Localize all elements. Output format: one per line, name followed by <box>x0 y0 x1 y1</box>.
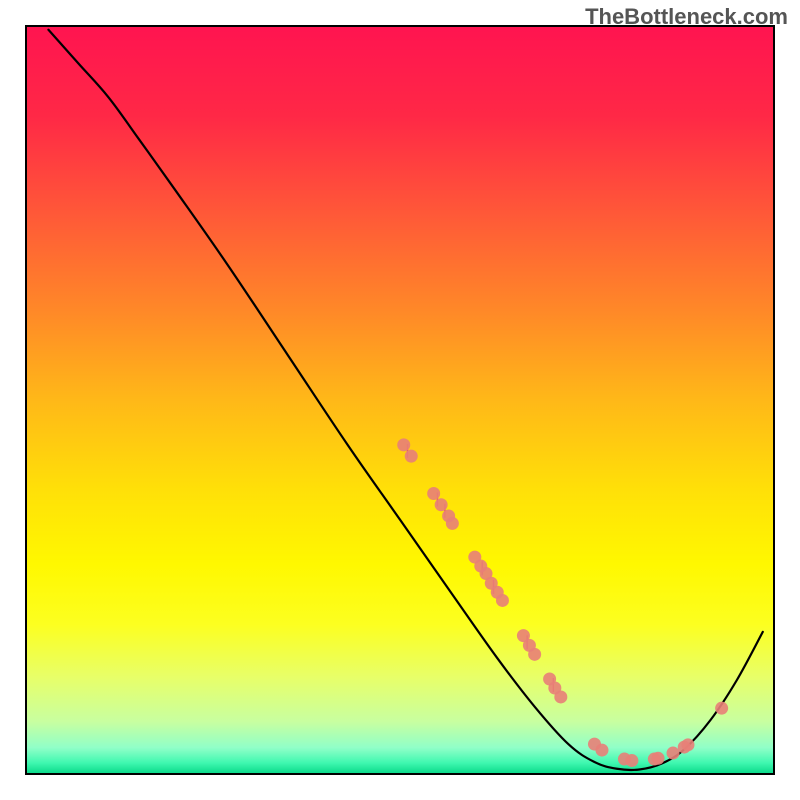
data-marker <box>528 648 541 661</box>
data-marker <box>595 744 608 757</box>
data-marker <box>496 594 509 607</box>
data-marker <box>681 738 694 751</box>
data-marker <box>652 752 665 765</box>
data-marker <box>625 754 638 767</box>
data-marker <box>397 438 410 451</box>
bottleneck-chart <box>0 0 800 800</box>
data-marker <box>554 690 567 703</box>
data-marker <box>667 747 680 760</box>
data-marker <box>446 517 459 530</box>
data-marker <box>435 498 448 511</box>
data-marker <box>427 487 440 500</box>
watermark-text: TheBottleneck.com <box>585 4 788 30</box>
data-marker <box>405 450 418 463</box>
data-marker <box>715 702 728 715</box>
